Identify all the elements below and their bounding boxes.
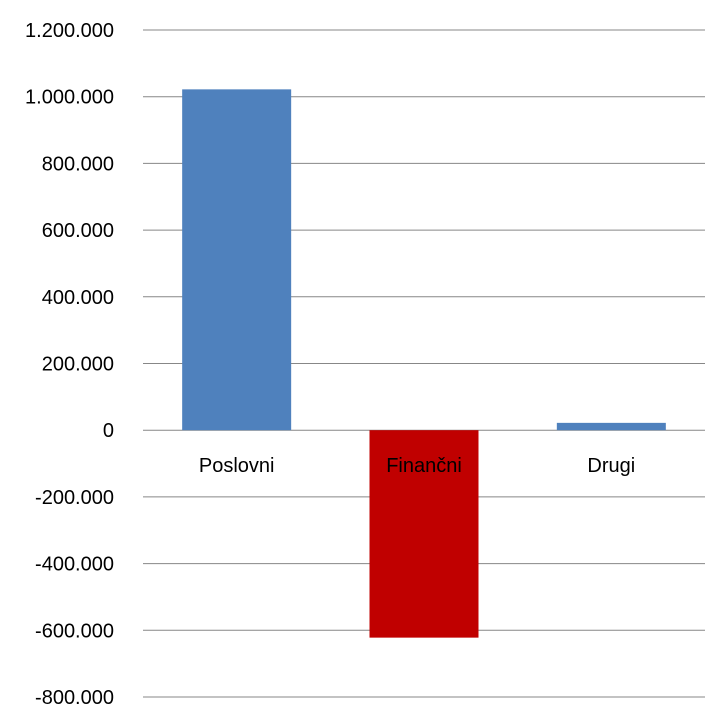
y-tick-label: -800.000 — [35, 687, 114, 707]
category-labels: Poslovni Finančni Drugi — [199, 455, 635, 477]
y-tick-label: 400.000 — [42, 287, 114, 309]
y-tick-label: -200.000 — [35, 487, 114, 509]
y-tick-label: 1.000.000 — [25, 87, 114, 109]
category-label: Poslovni — [199, 455, 275, 477]
bar-finančni — [369, 430, 479, 638]
y-axis-tick-labels: 1.200.000 1.000.000 800.000 600.000 400.000 2… — [25, 20, 114, 707]
y-tick-label: 600.000 — [42, 220, 114, 242]
y-tick-label: 200.000 — [42, 354, 114, 376]
y-tick-label: 800.000 — [42, 153, 114, 175]
category-label: Drugi — [587, 455, 635, 477]
y-tick-label: -600.000 — [35, 620, 114, 642]
category-label: Finančni — [386, 455, 462, 477]
y-tick-label: 0 — [103, 420, 114, 442]
bar-poslovni — [182, 89, 292, 431]
bars — [182, 89, 666, 638]
y-tick-label: -400.000 — [35, 554, 114, 576]
bar-drugi — [556, 422, 666, 431]
y-tick-label: 1.200.000 — [25, 20, 114, 42]
